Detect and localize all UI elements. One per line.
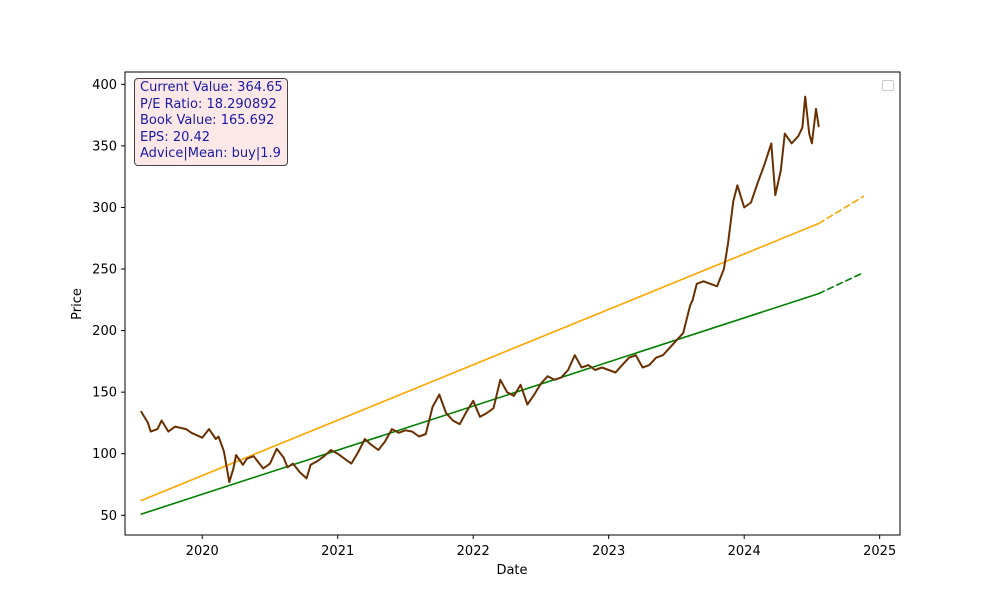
y-tick-label: 50 xyxy=(100,509,117,524)
x-tick-label: 2023 xyxy=(592,544,625,559)
y-tick-label: 400 xyxy=(92,78,117,93)
y-axis-label: Price xyxy=(70,288,85,320)
current-value-text: Current Value: 364.65 xyxy=(140,80,283,95)
lower-trend-projection-line xyxy=(817,271,865,295)
y-tick-label: 150 xyxy=(92,386,117,401)
upper-trend-projection-line xyxy=(817,195,865,225)
pe-ratio-text: P/E Ratio: 18.290892 xyxy=(140,96,277,112)
book-value-text: Book Value: 165.692 xyxy=(140,113,275,128)
chart-marks xyxy=(140,95,865,515)
advice-mean-text: Advice|Mean: buy|1.9 xyxy=(140,146,281,161)
x-tick-label: 2022 xyxy=(457,544,490,559)
axis-ticks: 2020 2021 2022 2023 2024 2025 50 100 150 200 250 30… xyxy=(92,78,896,559)
stock-info-box: Current Value: 364.65 P/E Ratio: 18.2908… xyxy=(134,78,288,166)
lower-trend-line xyxy=(140,292,820,515)
y-tick-label: 250 xyxy=(92,263,117,278)
upper-trend-line xyxy=(140,222,820,502)
y-tick-label: 300 xyxy=(92,201,117,216)
x-tick-label: 2021 xyxy=(321,544,354,559)
x-tick-label: 2024 xyxy=(728,544,761,559)
y-tick-label: 100 xyxy=(92,447,117,462)
x-tick-label: 2025 xyxy=(863,544,896,559)
x-axis-label: Date xyxy=(496,563,527,578)
eps-text: EPS: 20.42 xyxy=(140,129,211,145)
y-tick-label: 350 xyxy=(92,139,117,154)
price-line xyxy=(140,95,820,484)
empty-legend xyxy=(882,80,894,91)
x-tick-label: 2020 xyxy=(186,544,219,559)
y-tick-label: 200 xyxy=(92,324,117,339)
